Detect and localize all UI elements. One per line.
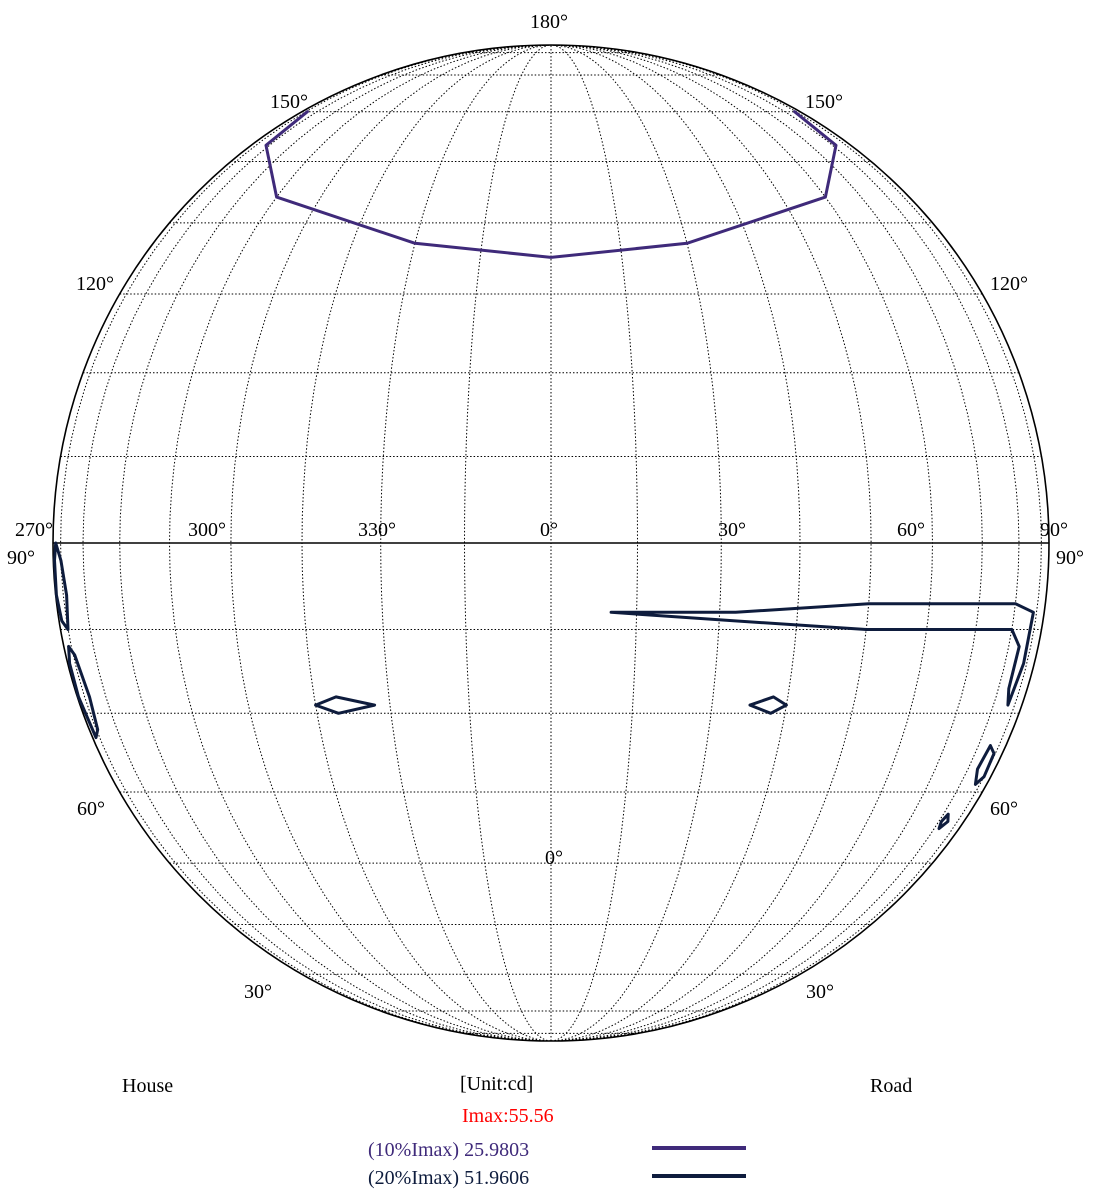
grid-meridian-line (119, 44, 552, 1042)
lower-left-60-label: 60° (77, 798, 105, 820)
imax-label: Imax:55.56 (462, 1105, 554, 1127)
lower-right-30-label: 30° (806, 981, 834, 1003)
upper-right-150-label: 150° (805, 91, 843, 113)
contour-20pct-5 (609, 602, 1035, 707)
equator-0-label: 0° (540, 519, 558, 541)
grid-meridian-line (463, 44, 552, 1042)
equator-60-label: 60° (897, 519, 925, 541)
grid-meridian-line (550, 44, 983, 1042)
right-gamma-label: 90° (1040, 519, 1068, 541)
house-label: House (122, 1075, 173, 1097)
upper-left-150-label: 150° (270, 91, 308, 113)
contour-20pct-1 (53, 541, 70, 631)
upper-left-120-label: 120° (76, 273, 114, 295)
equator-330-label: 330° (358, 519, 396, 541)
lower-left-30-label: 30° (244, 981, 272, 1003)
left-end-label: 90° (7, 547, 35, 569)
bottom-angle-label: 0° (545, 847, 563, 869)
contour-20pct-2 (67, 645, 100, 740)
road-label: Road (870, 1075, 912, 1097)
grid-meridian-line (550, 44, 1020, 1042)
legend-entry-20pct: (20%Imax) 51.9606 (368, 1167, 529, 1189)
grid-meridian-line (82, 44, 552, 1042)
equator-30-label: 30° (718, 519, 746, 541)
equator-300-label: 300° (188, 519, 226, 541)
left-gamma-label: 270° (15, 519, 53, 541)
grid-meridian-line (550, 44, 639, 1042)
legend-entry-10pct: (10%Imax) 25.9803 (368, 1139, 529, 1161)
upper-right-120-label: 120° (990, 273, 1028, 295)
top-angle-label: 180° (530, 11, 568, 33)
contour-20pct-4 (748, 695, 788, 715)
contour-10pct-0 (264, 110, 838, 259)
contour-group (53, 110, 1035, 831)
contour-20pct-3 (314, 695, 377, 715)
contour-20pct-7 (937, 812, 950, 831)
right-end-label: 90° (1056, 547, 1084, 569)
lower-right-60-label: 60° (990, 798, 1018, 820)
contour-20pct-6 (973, 744, 996, 786)
unit-label: [Unit:cd] (460, 1073, 533, 1095)
